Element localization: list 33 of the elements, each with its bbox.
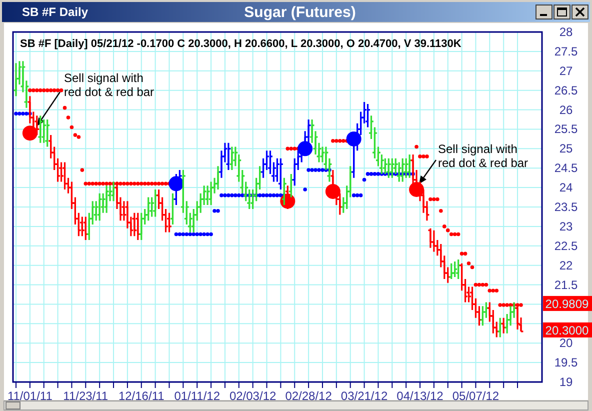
- x-tick-label: 01/11/12: [174, 389, 220, 403]
- annotation: Sell signal with red dot & red bar: [64, 71, 154, 99]
- text: 20.3000: [545, 323, 590, 338]
- text: SB #F [Daily] 05/21/12 -0.1700 C 20.3000, H 20.6600, L 20.3000, O 20.4700, V 39.1130K: [20, 38, 462, 50]
- y-tick-label: 20: [559, 336, 573, 350]
- y-tick-label: 21.5: [554, 278, 578, 292]
- y-tick-label: 23: [559, 219, 573, 234]
- text: 20.9809: [545, 296, 590, 311]
- x-tick-label: 11/23/11: [63, 389, 108, 403]
- y-tick-label: 27: [559, 64, 573, 78]
- y-tick-label: 22.5: [554, 238, 578, 253]
- y-tick-label: 25: [559, 142, 573, 156]
- y-tick-label: 26: [559, 102, 573, 117]
- x-tick-label: 02/28/12: [285, 389, 332, 403]
- x-tick-label: 12/16/11: [118, 389, 165, 403]
- y-tick-label: 27.5: [554, 44, 578, 58]
- chart-title: Sugar (Futures): [244, 4, 356, 21]
- y-tick-label: 24: [559, 180, 573, 195]
- y-tick-label: 19.5: [554, 356, 578, 370]
- y-tick-label: 19: [559, 375, 573, 389]
- y-tick-label: 23.5: [554, 200, 578, 214]
- y-tick-label: 28: [559, 25, 573, 39]
- x-tick-label: 11/01/11: [7, 389, 53, 403]
- annotation: Sell signal with red dot & red bar: [438, 142, 528, 170]
- x-tick-label: 02/03/12: [229, 389, 277, 403]
- y-tick-label: 26.5: [554, 83, 578, 98]
- x-tick-label: 03/21/12: [340, 389, 388, 403]
- y-tick-label: 22: [559, 258, 573, 272]
- y-tick-label: 25.5: [554, 122, 578, 136]
- x-tick-label: 05/07/12: [452, 389, 500, 403]
- y-tick-label: 24.5: [554, 161, 578, 176]
- x-tick-label: 04/13/12: [396, 389, 444, 403]
- text: SB #F Daily: [22, 5, 88, 19]
